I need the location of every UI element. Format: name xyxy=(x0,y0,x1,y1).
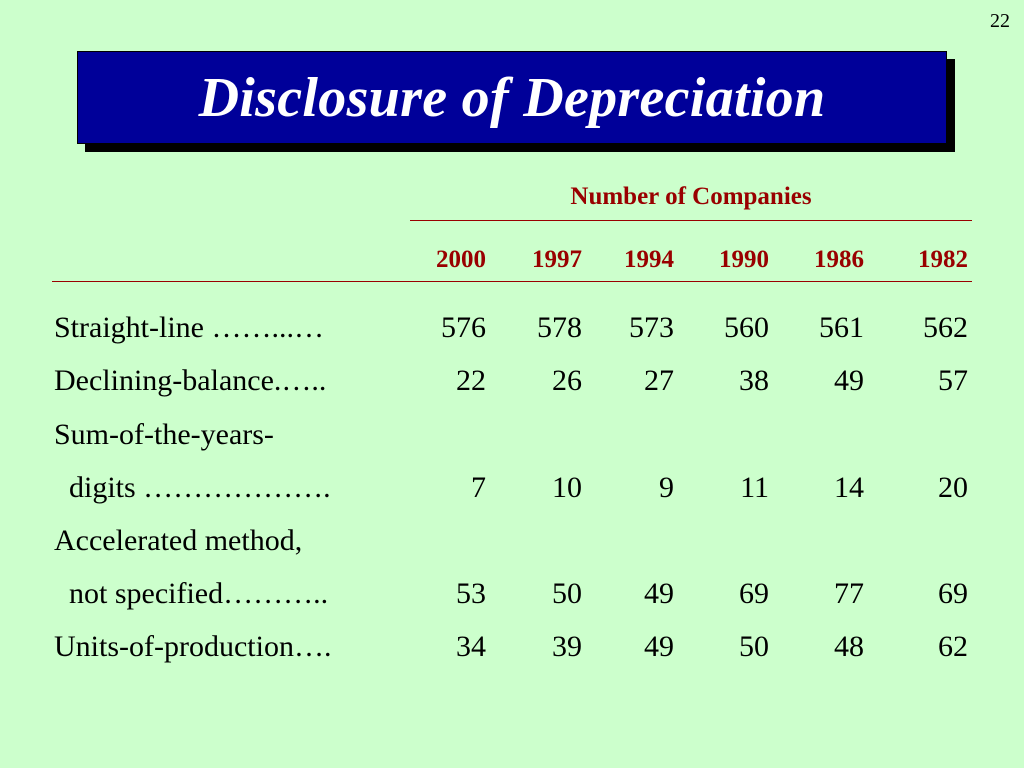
table-cell: 560 xyxy=(724,311,769,344)
row-label-straight-line: Straight-line ……...… xyxy=(54,311,324,344)
table-cell: 14 xyxy=(834,471,864,504)
table-cell: 34 xyxy=(456,630,486,663)
row-label-sum-of-years: Sum-of-the-years- xyxy=(54,418,274,451)
table-cell: 50 xyxy=(552,577,582,610)
row-label-units-of-production: Units-of-production…. xyxy=(54,630,332,663)
table-cell: 576 xyxy=(441,311,486,344)
table-cell: 578 xyxy=(537,311,582,344)
row-label-declining-balance: Declining-balance.….. xyxy=(54,364,327,397)
table-cell: 10 xyxy=(552,471,582,504)
table-cell: 49 xyxy=(644,577,674,610)
table-cell: 62 xyxy=(938,630,968,663)
table-cell: 38 xyxy=(739,364,769,397)
title-banner: Disclosure of Depreciation xyxy=(77,51,947,144)
table-cell: 22 xyxy=(456,364,486,397)
row-label-digits: digits ………………. xyxy=(54,471,331,504)
year-header-1994: 1994 xyxy=(624,246,674,273)
column-group-header: Number of Companies xyxy=(570,183,812,210)
table-cell: 27 xyxy=(644,364,674,397)
table-cell: 562 xyxy=(923,311,968,344)
table-cell: 7 xyxy=(471,471,486,504)
year-header-1986: 1986 xyxy=(814,246,864,273)
table-cell: 20 xyxy=(938,471,968,504)
year-header-1997: 1997 xyxy=(532,246,582,273)
table-cell: 39 xyxy=(552,630,582,663)
row-label-not-specified: not specified……….. xyxy=(54,577,329,610)
year-header-2000: 2000 xyxy=(436,246,486,273)
table-cell: 48 xyxy=(834,630,864,663)
table-cell: 11 xyxy=(740,471,769,504)
table-cell: 77 xyxy=(834,577,864,610)
header-rule xyxy=(410,220,972,221)
table-cell: 9 xyxy=(659,471,674,504)
table-cell: 50 xyxy=(739,630,769,663)
table-cell: 57 xyxy=(938,364,968,397)
slide-title: Disclosure of Depreciation xyxy=(198,66,826,129)
table-cell: 573 xyxy=(629,311,674,344)
row-label-accelerated-method: Accelerated method, xyxy=(54,524,303,557)
table-cell: 49 xyxy=(644,630,674,663)
table-cell: 69 xyxy=(739,577,769,610)
table-cell: 53 xyxy=(456,577,486,610)
slide-number: 22 xyxy=(990,10,1010,32)
year-header-1990: 1990 xyxy=(719,246,769,273)
table-cell: 561 xyxy=(819,311,864,344)
year-header-1982: 1982 xyxy=(918,246,968,273)
table-cell: 49 xyxy=(834,364,864,397)
table-cell: 26 xyxy=(552,364,582,397)
table-cell: 69 xyxy=(938,577,968,610)
table-header-rule xyxy=(52,281,972,282)
